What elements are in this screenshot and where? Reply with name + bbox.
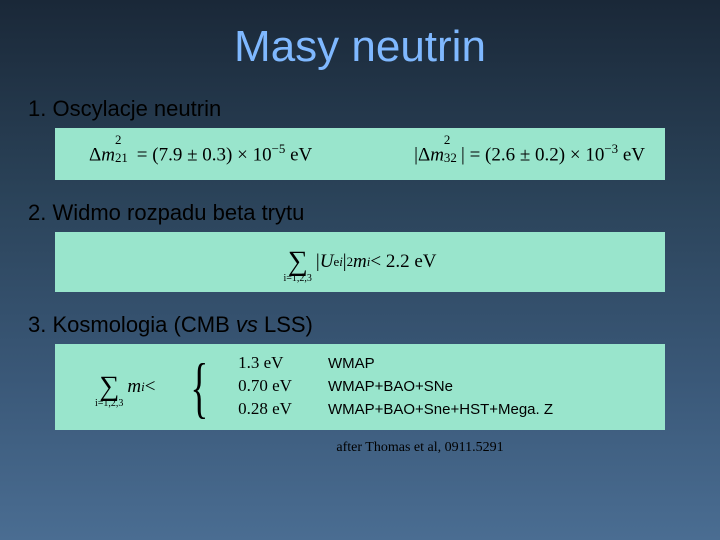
formula-dm21: Δm221 = (7.9 ± 0.3) × 10−5 eV — [89, 141, 312, 166]
cosmo-v1: 1.3 eV — [238, 352, 292, 375]
dm21-unit: eV — [285, 145, 312, 166]
cosmo-v3: 0.28 eV — [238, 398, 292, 421]
dm21-value: (7.9 ± 0.3) × 10 — [152, 145, 271, 166]
formula-box-oscillations: Δm221 = (7.9 ± 0.3) × 10−5 eV |Δm232| = … — [55, 128, 665, 180]
sum-symbol: ∑ i=1,2,3 — [283, 240, 311, 284]
formula-dm32: |Δm232| = (2.6 ± 0.2) × 10−3 eV — [414, 141, 645, 166]
h3-suffix: LSS) — [258, 312, 313, 337]
formula-tritium: ∑ i=1,2,3 |Uei|2mi < 2.2 eV — [283, 240, 436, 284]
tritium-rhs: < 2.2 eV — [370, 251, 436, 273]
dm32-value: (2.6 ± 0.2) × 10 — [485, 145, 604, 166]
formula-box-tritium: ∑ i=1,2,3 |Uei|2mi < 2.2 eV — [55, 232, 665, 292]
page-title: Masy neutrin — [0, 0, 720, 82]
sum-lower-cosmo: i=1,2,3 — [95, 399, 123, 409]
cosmo-l3: WMAP+BAO+Sne+HST+Mega. Z — [328, 398, 553, 421]
sum-lower: i=1,2,3 — [283, 274, 311, 284]
cosmo-values: 1.3 eV 0.70 eV 0.28 eV — [238, 352, 292, 421]
formula-box-cosmology: ∑ i=1,2,3 mi < { 1.3 eV 0.70 eV 0.28 eV … — [55, 344, 665, 430]
section-heading-3: 3. Kosmologia (CMB vs LSS) — [0, 312, 720, 338]
h3-italic: vs — [236, 312, 258, 337]
cosmo-v2: 0.70 eV — [238, 375, 292, 398]
sum-symbol-cosmo: ∑ i=1,2,3 — [95, 365, 123, 409]
dm21-exp: −5 — [272, 141, 286, 156]
citation: after Thomas et al, 0911.5291 — [0, 440, 720, 456]
section-heading-2: 2. Widmo rozpadu beta trytu — [0, 200, 720, 226]
h3-prefix: 3. Kosmologia (CMB — [28, 312, 236, 337]
brace-icon: { — [191, 365, 209, 409]
formula-cosmo-lhs: ∑ i=1,2,3 mi < — [95, 365, 155, 409]
cosmo-labels: WMAP WMAP+BAO+SNe WMAP+BAO+Sne+HST+Mega.… — [328, 352, 553, 422]
dm32-unit: eV — [618, 145, 645, 166]
section-heading-1: 1. Oscylacje neutrin — [0, 96, 720, 122]
cosmo-lt: < — [145, 376, 156, 398]
dm32-exp: −3 — [604, 141, 618, 156]
cosmo-l2: WMAP+BAO+SNe — [328, 375, 553, 398]
cosmo-l1: WMAP — [328, 352, 553, 375]
